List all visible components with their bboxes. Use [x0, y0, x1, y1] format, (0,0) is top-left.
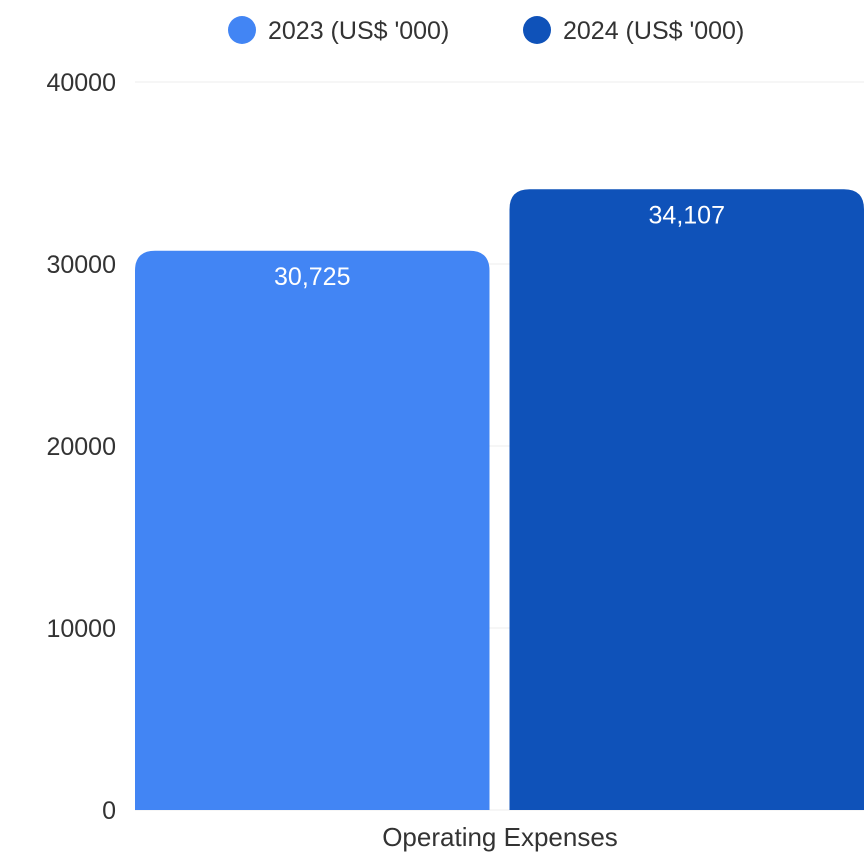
- x-tick-label: Operating Expenses: [382, 822, 618, 852]
- legend-label: 2024 (US$ '000): [563, 17, 744, 45]
- y-tick-label: 30000: [46, 251, 116, 279]
- bar-2024-0[interactable]: [509, 189, 864, 811]
- bar-2023-0[interactable]: [135, 250, 490, 810]
- y-axis-ticks: 0 10000 20000 30000 40000: [46, 69, 116, 825]
- legend-item-2023[interactable]: 2023 (US$ '000): [228, 16, 449, 45]
- data-labels: 30,725 34,107: [274, 201, 725, 291]
- x-axis-ticks: Operating Expenses: [382, 822, 618, 852]
- y-tick-label: 40000: [46, 69, 116, 97]
- bar-value-label: 30,725: [274, 263, 350, 291]
- legend-item-2024[interactable]: 2024 (US$ '000): [523, 16, 744, 45]
- y-tick-label: 20000: [46, 433, 116, 461]
- legend[interactable]: 2023 (US$ '000) 2024 (US$ '000): [228, 16, 744, 45]
- y-tick-label: 10000: [46, 615, 116, 643]
- y-tick-label: 0: [102, 797, 116, 825]
- legend-label: 2023 (US$ '000): [268, 17, 449, 45]
- legend-swatch: [523, 16, 551, 44]
- legend-swatch: [228, 16, 256, 44]
- bar-value-label: 34,107: [649, 201, 725, 229]
- bars: [135, 189, 864, 811]
